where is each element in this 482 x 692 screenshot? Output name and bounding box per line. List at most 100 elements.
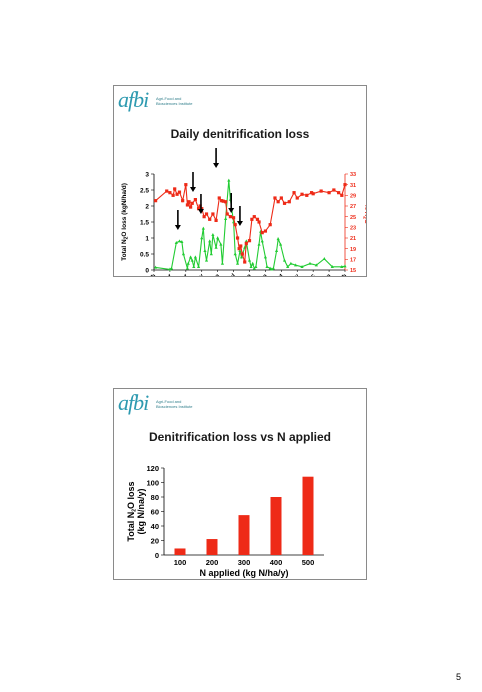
data-point-n2o — [211, 233, 215, 236]
data-point-h2o — [260, 231, 264, 235]
event-arrow-head — [236, 221, 243, 226]
data-point-n2o — [251, 261, 255, 265]
data-point-h2o — [255, 217, 260, 221]
data-point-h2o — [184, 183, 188, 187]
x-tick-label: Jan — [321, 273, 333, 276]
data-point-h2o — [319, 189, 323, 193]
y-tick-label: 0 — [155, 551, 159, 560]
data-point-n2o — [220, 261, 225, 265]
data-point-n2o — [289, 261, 293, 265]
event-arrow-head — [197, 209, 204, 214]
data-point-h2o — [332, 188, 336, 192]
data-point-h2o — [268, 223, 272, 227]
data-point-n2o — [214, 245, 218, 249]
x-tick-label: Jun — [209, 273, 221, 276]
x-tick-label: 500 — [302, 558, 315, 567]
data-point-h2o — [211, 212, 215, 216]
data-point-h2o — [300, 192, 304, 196]
data-point-n2o — [189, 255, 193, 259]
data-point-n2o — [196, 265, 201, 268]
data-point-h2o — [282, 201, 287, 205]
loss-vs-n-chart: 0 20 40 60 80 100 120 100 200 300 400 500 N applied … — [126, 464, 324, 578]
data-point-n2o — [263, 255, 268, 259]
afbi-logo: afbi Agri-Food and Biosciences Institute — [118, 88, 208, 114]
event-arrow-head — [228, 208, 235, 213]
data-point-n2o — [219, 242, 223, 246]
data-point-n2o — [185, 266, 190, 270]
data-point-h2o — [327, 191, 331, 195]
data-point-n2o — [278, 242, 283, 246]
data-point-n2o — [294, 263, 298, 267]
data-point-n2o — [224, 217, 228, 220]
bar — [302, 476, 314, 555]
slide-daily-denitrification: afbi Agri-Food and Biosciences Institute… — [113, 85, 367, 277]
data-point-h2o — [244, 241, 248, 245]
y-tick-label: 1.5 — [140, 220, 149, 227]
logo-subtitle-line1: Agri-Food and — [156, 399, 182, 404]
y-tick-label: 40 — [151, 522, 159, 531]
logo-subtitle: Agri-Food and Biosciences Institute — [156, 96, 206, 106]
data-point-h2o — [225, 212, 229, 216]
x-tick-label: Apr — [178, 273, 190, 276]
data-point-h2o — [165, 189, 169, 193]
data-point-h2o — [228, 215, 232, 219]
logo-subtitle-line1: Agri-Food and — [156, 96, 182, 101]
x-tick-label: Mar — [162, 273, 174, 276]
data-point-h2o — [243, 260, 247, 264]
event-arrow-head — [189, 187, 196, 192]
y2-axis-label-group: % H2O — [362, 204, 367, 224]
data-point-n2o — [257, 242, 261, 246]
y-tick-label: 1 — [145, 236, 149, 243]
data-point-h2o — [185, 203, 190, 207]
data-point-h2o — [343, 183, 347, 187]
y2-tick-label: 17 — [350, 258, 356, 264]
data-point-n2o — [276, 237, 280, 241]
data-point-h2o — [237, 247, 241, 251]
logo-mark: afbi — [118, 87, 149, 112]
data-point-n2o — [300, 265, 304, 268]
logo-subtitle-line2: Biosciences Institute — [156, 101, 193, 106]
data-point-n2o — [153, 265, 158, 269]
x-tick-label: Feb — [337, 273, 349, 276]
data-point-n2o — [235, 261, 240, 265]
data-point-h2o — [196, 207, 201, 211]
data-point-h2o — [177, 190, 182, 194]
data-point-h2o — [190, 201, 194, 205]
bar — [174, 548, 186, 555]
data-point-h2o — [252, 215, 256, 219]
data-point-h2o — [187, 200, 191, 204]
x-tick-label: 300 — [238, 558, 251, 567]
data-point-n2o — [238, 249, 242, 252]
x-tick-label: Sep — [257, 273, 269, 276]
x-tick-label: May — [193, 273, 206, 276]
data-point-n2o — [168, 267, 172, 271]
data-point-n2o — [186, 261, 190, 265]
data-point-n2o — [271, 266, 275, 270]
data-point-h2o — [273, 196, 277, 200]
x-axis-label: N applied (kg N/ha/y) — [199, 568, 288, 578]
data-point-h2o — [173, 187, 177, 191]
data-point-h2o — [247, 239, 252, 243]
y-tick-label: 60 — [151, 507, 159, 516]
y-axis-label-group: Total N2O loss (kg N/na/y) — [126, 481, 146, 541]
data-point-h2o — [208, 217, 212, 221]
data-point-h2o — [240, 252, 244, 256]
data-point-n2o — [322, 257, 326, 260]
data-point-h2o — [292, 191, 296, 195]
logo-subtitle: Agri-Food and Biosciences Institute — [156, 399, 206, 409]
series-line-h2o — [155, 184, 346, 263]
y-tick-label: 80 — [151, 493, 159, 502]
data-point-n2o — [265, 265, 269, 268]
data-point-n2o — [216, 236, 220, 240]
data-point-h2o — [233, 223, 237, 227]
data-point-h2o — [276, 200, 280, 204]
data-point-n2o — [193, 255, 197, 259]
data-point-n2o — [227, 178, 231, 182]
data-point-h2o — [231, 216, 236, 220]
data-point-h2o — [224, 200, 228, 204]
data-point-n2o — [268, 266, 272, 270]
y2-tick-label: 21 — [350, 236, 356, 242]
data-point-n2o — [254, 265, 258, 268]
data-point-n2o — [286, 265, 290, 268]
data-point-h2o — [189, 205, 193, 209]
